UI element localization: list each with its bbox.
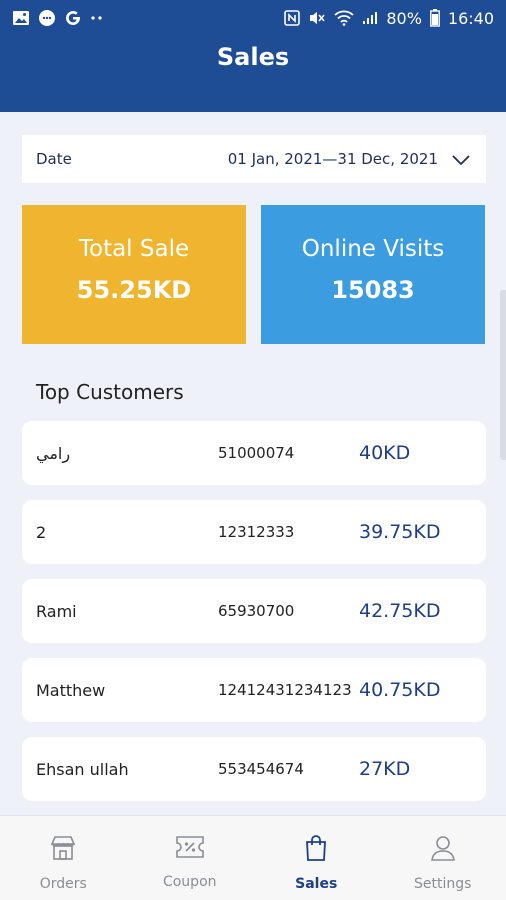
coupon-icon [175,834,205,864]
nfc-icon [284,10,301,26]
mute-icon [308,10,326,26]
chevron-down-icon[interactable] [452,150,470,169]
nav-settings[interactable]: Settings [380,816,506,900]
clock: 16:40 [447,8,494,28]
store-icon [49,834,77,866]
page-title: Sales [216,43,290,71]
image-icon [12,10,30,26]
nav-sales[interactable]: Sales [253,816,380,900]
date-range: 01 Jan, 2021—31 Dec, 2021 [227,150,438,168]
date-filter[interactable]: Date 01 Jan, 2021—31 Dec, 2021 [22,135,486,183]
customer-name: رامي [36,443,71,463]
nav-orders[interactable]: Orders [0,816,127,900]
customer-phone: 553454674 [218,760,304,778]
customer-phone: 65930700 [218,602,295,620]
status-bar: 80% 16:40 [0,0,506,36]
chat-bubble-icon [38,9,56,27]
customer-name: Matthew [36,680,106,700]
signal-icon [362,11,378,25]
nav-label: Coupon [162,874,217,890]
nav-label: Sales [295,876,338,892]
total-sale-value: 55.25KD [76,276,192,304]
shopping-bag-icon [304,834,328,866]
customer-row[interactable]: رامي 51000074 40KD [22,421,486,485]
online-visits-label: Online Visits [301,236,445,262]
customer-phone: 51000074 [218,444,295,462]
more-dots-icon [90,15,104,21]
scroll-handle[interactable] [500,290,506,460]
battery-percent: 80% [386,8,422,28]
online-visits-card: Online Visits 15083 [261,205,485,344]
customer-name: Rami [36,601,77,621]
google-icon [64,9,82,27]
online-visits-value: 15083 [331,276,415,304]
customer-row[interactable]: Ehsan ullah 553454674 27KD [22,737,486,801]
customer-amount: 42.75KD [359,600,441,622]
customer-amount: 27KD [359,758,411,780]
customer-amount: 39.75KD [359,521,441,543]
wifi-icon [334,10,354,26]
customer-name: 2 [36,522,47,542]
customer-row[interactable]: Rami 65930700 42.75KD [22,579,486,643]
date-label: Date [36,150,72,168]
person-icon [429,834,457,866]
customer-row[interactable]: 2 12312333 39.75KD [22,500,486,564]
nav-label: Orders [39,876,87,892]
customer-amount: 40.75KD [359,679,441,701]
top-customers-title: Top Customers [36,380,184,404]
customer-phone: 12312333 [218,523,295,541]
bottom-navigation: Orders Coupon Sales Settings [0,815,506,900]
total-sale-card: Total Sale 55.25KD [22,205,246,344]
customer-row[interactable]: Matthew 12412431234123 40.75KD [22,658,486,722]
battery-icon [429,9,440,27]
customer-phone: 12412431234123 [218,681,352,699]
total-sale-label: Total Sale [78,236,190,262]
nav-label: Settings [414,876,472,892]
customer-name: Ehsan ullah [36,759,129,779]
nav-coupon[interactable]: Coupon [127,816,254,900]
customer-amount: 40KD [359,442,411,464]
app-header: 80% 16:40 Sales [0,0,506,112]
